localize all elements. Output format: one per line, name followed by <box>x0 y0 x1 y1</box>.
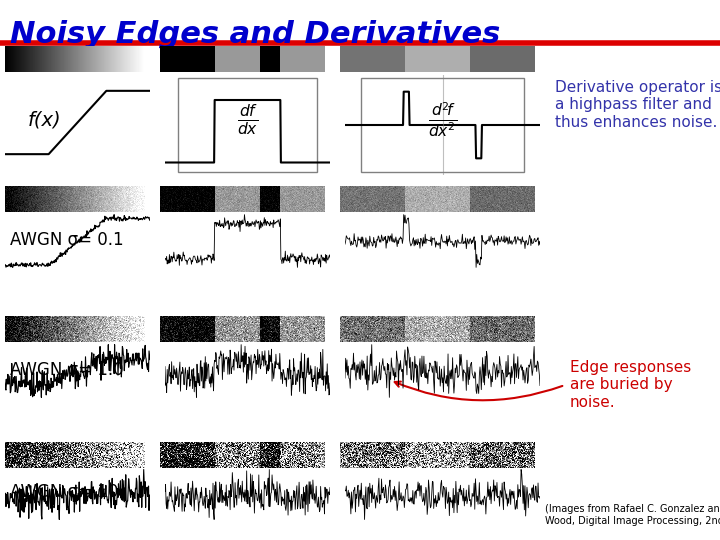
Text: $\frac{df}{dx}$: $\frac{df}{dx}$ <box>237 103 258 138</box>
Text: $\frac{d^2\!f}{dx^2}$: $\frac{d^2\!f}{dx^2}$ <box>428 100 457 139</box>
Text: AWGN σ= 0.1: AWGN σ= 0.1 <box>10 231 124 249</box>
Text: Derivative operator is
a highpass filter and
thus enhances noise.: Derivative operator is a highpass filter… <box>555 80 720 130</box>
Text: (Images from Rafael C. Gonzalez and Richard E.
Wood, Digital Image Processing, 2: (Images from Rafael C. Gonzalez and Rich… <box>545 504 720 526</box>
Text: Noisy Edges and Derivatives: Noisy Edges and Derivatives <box>10 20 500 49</box>
Text: Edge responses
are buried by
noise.: Edge responses are buried by noise. <box>570 360 691 410</box>
Text: AWGN σ= 1.0: AWGN σ= 1.0 <box>10 361 124 379</box>
Text: f(x): f(x) <box>28 111 62 130</box>
FancyBboxPatch shape <box>179 78 317 172</box>
Text: AWGN σ= 10: AWGN σ= 10 <box>10 483 118 501</box>
FancyBboxPatch shape <box>361 78 524 172</box>
